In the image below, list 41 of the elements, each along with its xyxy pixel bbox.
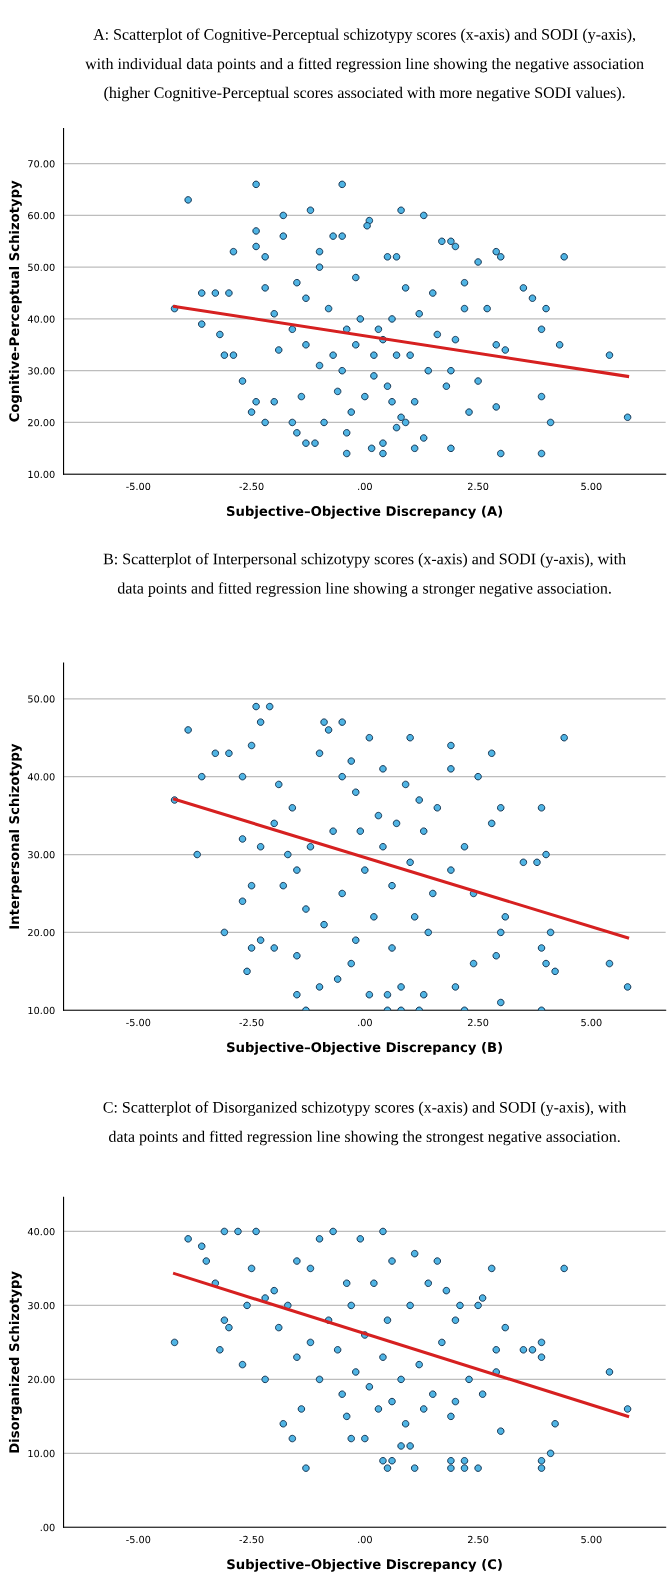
- y-tick-label: 30.00: [28, 851, 55, 859]
- y-tick-label: 60.00: [28, 211, 55, 220]
- y-tick-label: 50.00: [28, 695, 55, 703]
- x-tick-label: -2.50: [239, 482, 264, 491]
- x-tick-label: 5.00: [581, 1018, 602, 1027]
- y-tick-label: 10.00: [28, 1449, 55, 1458]
- x-axis-title: Subjective–Objective Discrepancy (B): [227, 1041, 502, 1055]
- x-tick-label: 2.50: [467, 482, 489, 491]
- x-tick-label: -2.50: [239, 1535, 264, 1544]
- y-tick-label: 20.00: [28, 1375, 55, 1384]
- x-tick-label: -5.00: [126, 482, 151, 491]
- y-tick-label: 20.00: [28, 928, 55, 937]
- y-tick-label: 10.00: [28, 470, 55, 479]
- x-axis-title: Subjective–Objective Discrepancy (C): [227, 1558, 502, 1572]
- x-tick-label: 2.50: [467, 1018, 489, 1027]
- x-tick-label: -5.00: [126, 1535, 151, 1544]
- x-tick-label: -5.00: [126, 1018, 151, 1027]
- y-tick-label: 70.00: [28, 160, 55, 168]
- y-tick-label: 40.00: [27, 315, 55, 323]
- chart-title: B: Scatterplot of Interpersonal schizotypy scores (x-axis) and SODI (y-axis), with data points and fitted regression line showing a stronger negative association.: [103, 552, 626, 597]
- x-tick-label: .00: [358, 482, 372, 491]
- x-tick-label: 2.50: [467, 1535, 489, 1544]
- y-tick-label: .00: [40, 1523, 55, 1532]
- y-tick-label: 30.00: [28, 367, 55, 375]
- x-tick-label: -2.50: [239, 1018, 264, 1027]
- x-tick-label: 5.00: [581, 482, 602, 491]
- x-axis-title: Subjective–Objective Discrepancy (A): [226, 505, 503, 519]
- y-tick-label: 40.00: [27, 1227, 55, 1236]
- y-axis-title: Cognitive-Perceptual Schizotypy: [8, 180, 22, 422]
- x-tick-label: .00: [358, 1018, 372, 1027]
- chart-title: C: Scatterplot of Disorganized schizotypy scores (x-axis) and SODI (y-axis), with data points and fitted regression line showing the strongest negative association.: [103, 1101, 627, 1146]
- x-tick-label: .00: [358, 1535, 372, 1544]
- y-tick-label: 10.00: [28, 1006, 55, 1015]
- y-tick-label: 40.00: [27, 773, 55, 781]
- y-tick-label: 20.00: [28, 418, 55, 427]
- y-tick-label: 50.00: [28, 263, 55, 272]
- y-axis-title: Interpersonal Schizotypy: [8, 743, 22, 929]
- x-tick-label: 5.00: [581, 1535, 602, 1544]
- chart-title: A: Scatterplot of Cognitive-Perceptual schizotypy scores (x-axis) and SODI (y-axis), with individual data points and a fitted regression line showing the negative association (higher Cognitive-Perceptual scores associated with more negative SODI values).: [85, 28, 644, 102]
- y-axis-title: Disorganized Schizotypy: [8, 1271, 22, 1453]
- y-tick-label: 30.00: [28, 1301, 55, 1310]
